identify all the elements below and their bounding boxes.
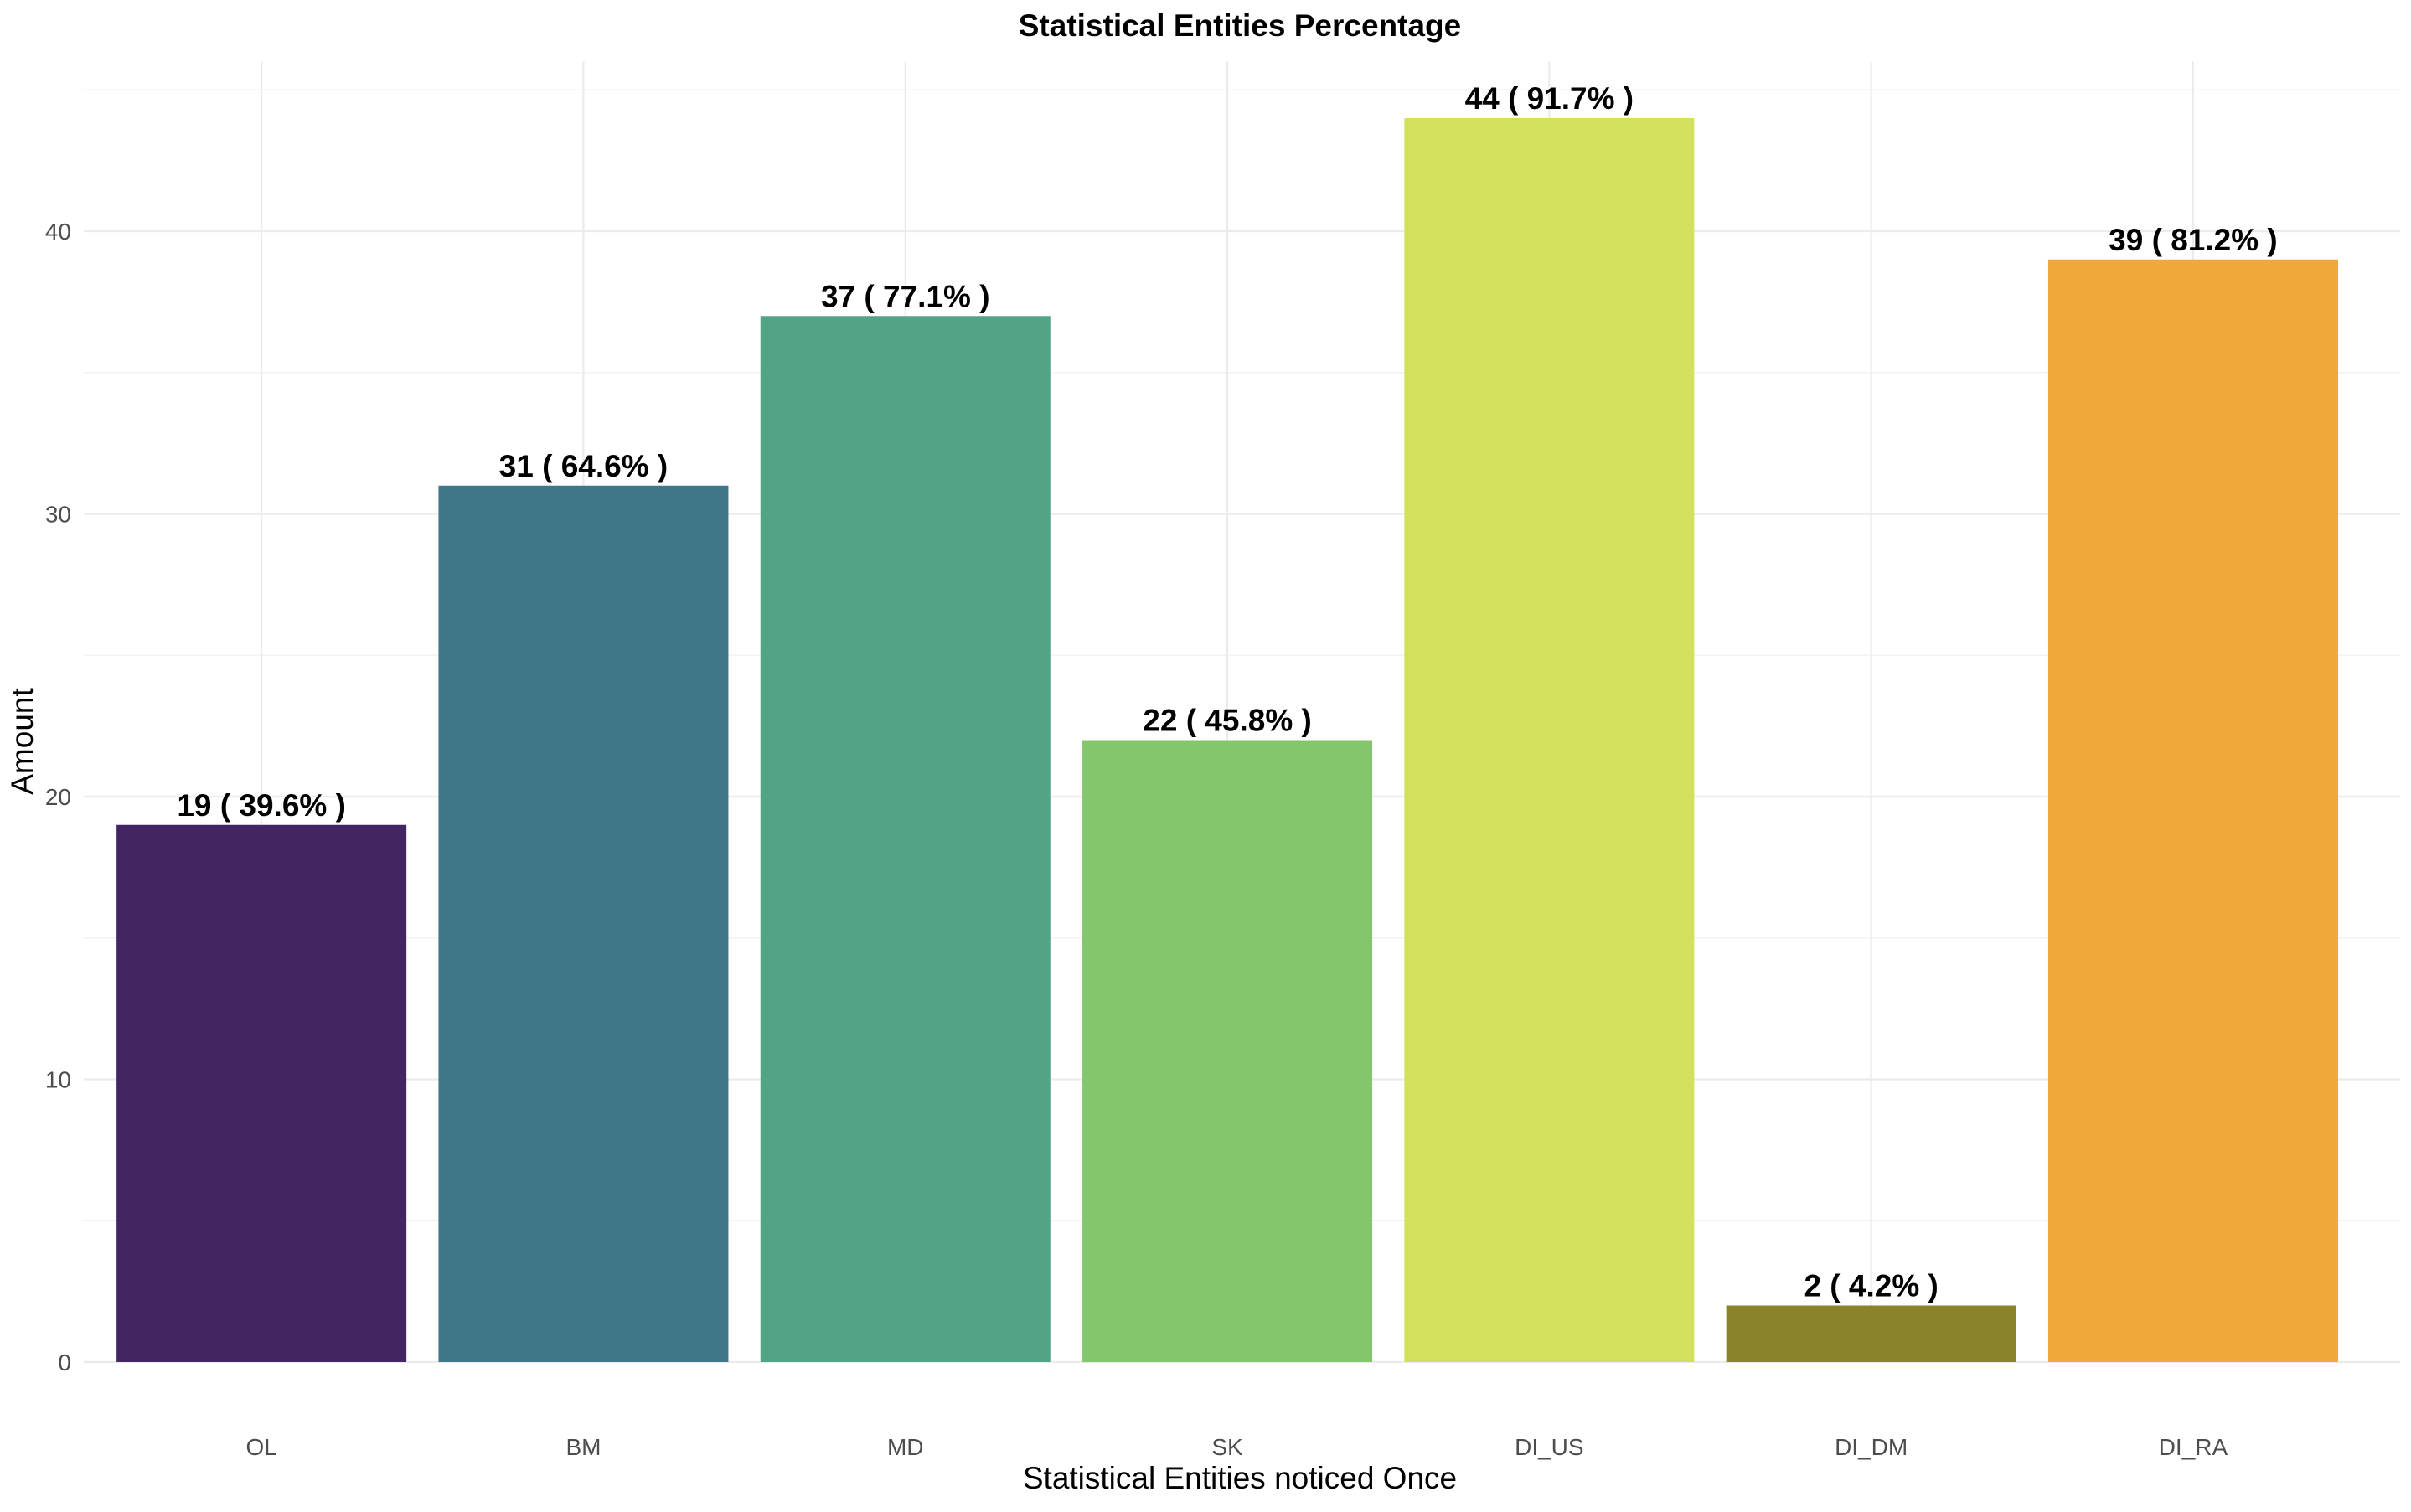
bar-di-ra <box>2047 259 2338 1362</box>
tick-labels-layer: OL BM MD SK DI_US DI_DM DI_RA 0 10 20 30 40 <box>45 219 2228 1460</box>
bar-di-dm <box>1726 1305 2016 1362</box>
x-tick-label: DI_DM <box>1835 1434 1908 1460</box>
x-axis-title: Statistical Entities noticed Once <box>1023 1461 1457 1495</box>
x-tick-label: BM <box>565 1434 601 1460</box>
data-labels-layer: 19 ( 39.6% ) 31 ( 64.6% ) 37 ( 77.1% ) 22 (… <box>177 81 2277 1303</box>
data-label: 2 ( 4.2% ) <box>1804 1269 1938 1303</box>
y-tick-label: 10 <box>45 1067 71 1093</box>
data-label: 19 ( 39.6% ) <box>177 788 346 823</box>
bar-sk <box>1082 740 1373 1362</box>
bar-ol <box>116 824 407 1362</box>
data-label: 37 ( 77.1% ) <box>821 279 990 313</box>
y-axis-title: Amount <box>5 688 39 795</box>
y-tick-label: 40 <box>45 219 71 245</box>
data-label: 31 ( 64.6% ) <box>499 449 669 483</box>
x-tick-label: SK <box>1211 1434 1243 1460</box>
data-label: 22 ( 45.8% ) <box>1143 704 1312 738</box>
bar-di-us <box>1404 118 1695 1362</box>
x-tick-label: DI_US <box>1515 1434 1583 1460</box>
y-tick-label: 0 <box>58 1349 71 1375</box>
y-tick-label: 30 <box>45 502 71 528</box>
bar-md <box>760 316 1051 1362</box>
bars-layer <box>116 118 2338 1362</box>
x-tick-label: MD <box>887 1434 924 1460</box>
chart-title: Statistical Entities Percentage <box>1019 8 1461 43</box>
data-label: 39 ( 81.2% ) <box>2109 223 2278 257</box>
x-tick-label: DI_RA <box>2159 1434 2228 1460</box>
bar-bm <box>438 485 729 1362</box>
data-label: 44 ( 91.7% ) <box>1465 81 1634 116</box>
x-tick-label: OL <box>245 1434 276 1460</box>
y-tick-label: 20 <box>45 784 71 810</box>
